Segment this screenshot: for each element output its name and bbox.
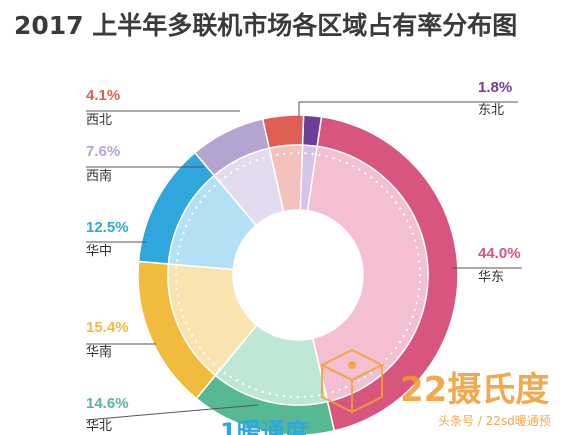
percent-label-5: 7.6% xyxy=(86,143,120,160)
watermark-brand: 22摄氏度 xyxy=(400,370,549,410)
dotted-ring xyxy=(174,151,422,399)
region-label-5: 西南 xyxy=(86,168,112,184)
outer-segment-6 xyxy=(261,114,305,150)
center-hole xyxy=(233,210,363,340)
label-group: 1.8% 东北 44.0% 华东 14.6% 华北 15.4% 华南 12.5% 华中 7.6% 西南… xyxy=(86,79,521,434)
percent-label-2: 14.6% xyxy=(86,395,129,412)
region-label-2: 华北 xyxy=(86,419,112,434)
region-label-6: 西北 xyxy=(86,113,112,128)
leader-lines xyxy=(85,101,522,421)
percent-label-1: 44.0% xyxy=(478,245,521,262)
leader-line-0 xyxy=(298,101,518,117)
footer-partial-text: 1暖通度 xyxy=(220,418,310,435)
region-label-1: 华东 xyxy=(478,270,504,285)
chart-title: 2017 上半年多联机市场各区域占有率分布图 xyxy=(14,11,518,40)
region-label-3: 华南 xyxy=(86,344,112,360)
region-label-0: 东北 xyxy=(478,103,504,118)
watermark-sub: 头条号 / 22sd暖通预 xyxy=(438,414,551,428)
region-label-4: 华中 xyxy=(86,244,112,259)
percent-label-6: 4.1% xyxy=(86,87,120,104)
watermark: 22摄氏度 头条号 / 22sd暖通预 xyxy=(319,348,551,428)
outer-ring xyxy=(137,114,459,435)
percent-label-3: 15.4% xyxy=(86,319,129,336)
leader-line-2 xyxy=(85,404,259,421)
percent-label-0: 1.8% xyxy=(478,79,512,96)
percent-label-4: 12.5% xyxy=(86,219,129,236)
inner-ring xyxy=(167,144,429,406)
cube-logo-icon xyxy=(319,348,385,414)
